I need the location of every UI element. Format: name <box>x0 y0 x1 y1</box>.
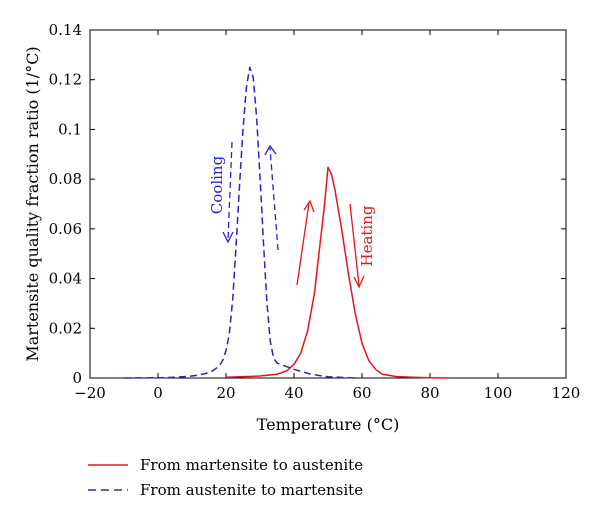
x-tick-label: 20 <box>216 384 235 402</box>
legend-label-blue: From austenite to martensite <box>140 481 363 499</box>
heating-arrow-down-head <box>353 275 365 289</box>
x-tick-label: 40 <box>284 384 303 402</box>
series-line-martensite-to-austenite <box>225 166 448 379</box>
series-line-austenite-to-martensite <box>123 66 356 379</box>
y-tick-label: 0.08 <box>49 170 82 188</box>
x-tick-label: 100 <box>484 384 513 402</box>
cooling-arrow-up <box>269 147 279 251</box>
y-tick-label: 0.1 <box>58 120 82 138</box>
heating-label: Heating <box>358 205 376 266</box>
cooling-annotation: Cooling <box>208 141 279 251</box>
y-tick-label: 0.06 <box>49 220 82 238</box>
y-tick-label: 0.02 <box>49 319 82 337</box>
x-tick-label: 60 <box>352 384 371 402</box>
series-group <box>123 66 448 379</box>
x-tick-labels: −20 0 20 40 60 80 100 120 <box>74 384 580 402</box>
legend-label-red: From martensite to austenite <box>140 456 363 474</box>
cooling-label: Cooling <box>208 155 226 214</box>
y-tick-label: 0.14 <box>49 21 82 39</box>
cooling-arrow-down <box>227 141 233 241</box>
plot-frame <box>89 29 567 379</box>
heating-arrow-up <box>296 202 310 286</box>
y-tick-label: 0 <box>72 369 82 387</box>
x-tick-label: 120 <box>552 384 581 402</box>
x-tick-label: −20 <box>74 384 106 402</box>
x-tick-label: 80 <box>420 384 439 402</box>
x-axis-label: Temperature (°C) <box>257 415 400 434</box>
y-tick-labels: 0 0.02 0.04 0.06 0.08 0.1 0.12 0.14 <box>49 21 82 387</box>
axis-ticks <box>89 29 567 379</box>
legend: From martensite to austenite From austen… <box>88 456 363 499</box>
heating-annotation: Heating <box>296 199 376 289</box>
y-tick-label: 0.12 <box>49 71 82 89</box>
cooling-arrow-up-head <box>264 144 277 156</box>
heating-arrow-down <box>349 203 360 286</box>
y-tick-label: 0.04 <box>49 270 82 288</box>
x-tick-label: 0 <box>153 384 163 402</box>
cooling-arrow-down-head <box>222 231 234 244</box>
heating-arrow-up-head <box>303 199 315 213</box>
y-axis-label: Martensite quality fraction ratio (1/°C) <box>23 46 42 361</box>
